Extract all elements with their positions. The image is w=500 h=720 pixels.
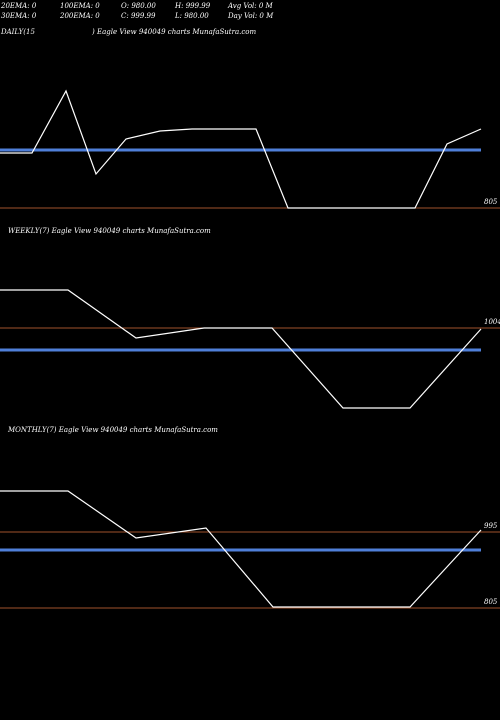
monthly-chart-title: MONTHLY(7) Eagle View 940049 charts Muna… <box>8 426 218 434</box>
header-ema100: 100EMA: 0 <box>60 2 100 10</box>
monthly-price-line <box>0 490 482 608</box>
daily-chart-title-left: DAILY(15 <box>1 28 35 36</box>
daily-chart-title-right: ) Eagle View 940049 charts MunafaSutra.c… <box>92 28 257 36</box>
monthly-level-label-1: 805 <box>484 598 498 606</box>
header-low: L: 980.00 <box>175 12 209 20</box>
header-high: H: 999.99 <box>175 2 211 10</box>
header-ema20: 20EMA: 0 <box>1 2 37 10</box>
header-open: O: 980.00 <box>121 2 156 10</box>
daily-price-line <box>0 89 482 209</box>
header-day-vol: Day Vol: 0 M <box>228 12 274 20</box>
header-avg-vol: Avg Vol: 0 M <box>228 2 273 10</box>
monthly-level-label-0: 995 <box>484 522 498 530</box>
daily-level-label-0: 805 <box>484 198 498 206</box>
header-ema200: 200EMA: 0 <box>60 12 100 20</box>
weekly-level-label-0: 1004 <box>484 318 500 326</box>
header-close: C: 999.99 <box>121 12 156 20</box>
weekly-chart-title: WEEKLY(7) Eagle View 940049 charts Munaf… <box>8 227 211 235</box>
header-ema30: 30EMA: 0 <box>1 12 37 20</box>
weekly-price-line <box>0 289 482 409</box>
